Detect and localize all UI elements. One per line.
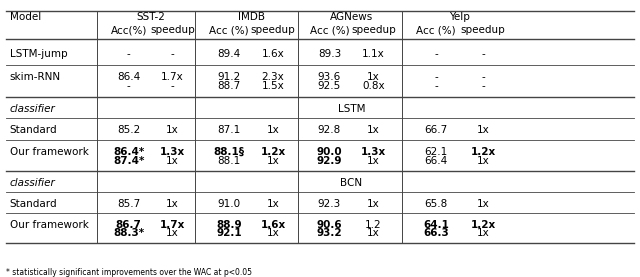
Text: 88.9: 88.9 <box>216 220 242 230</box>
Text: Standard: Standard <box>10 199 57 209</box>
Text: classifier: classifier <box>10 178 55 188</box>
Text: 1x: 1x <box>166 229 179 238</box>
Text: 64.1: 64.1 <box>423 220 449 230</box>
Text: * statistically significant improvements over the WAC at p<0.05: * statistically significant improvements… <box>6 268 252 277</box>
Text: -: - <box>434 72 438 82</box>
Text: Acc (%): Acc (%) <box>416 25 456 35</box>
Text: 1x: 1x <box>166 125 179 135</box>
Text: 1.5x: 1.5x <box>262 81 284 91</box>
Text: 1x: 1x <box>166 199 179 209</box>
Text: 1.2x: 1.2x <box>470 220 496 230</box>
Text: Acc (%): Acc (%) <box>209 25 249 35</box>
Text: speedup: speedup <box>351 25 396 35</box>
Text: Standard: Standard <box>10 125 57 135</box>
Text: 2.3x: 2.3x <box>262 72 284 82</box>
Text: 93.2: 93.2 <box>317 229 342 238</box>
Text: 1x: 1x <box>267 229 279 238</box>
Text: 1.3x: 1.3x <box>160 147 185 157</box>
Text: AGNews: AGNews <box>330 12 373 22</box>
Text: -: - <box>481 72 485 82</box>
Text: 92.5: 92.5 <box>318 81 341 91</box>
Text: 89.4: 89.4 <box>218 49 241 59</box>
Text: 1x: 1x <box>477 199 490 209</box>
Text: 92.3: 92.3 <box>318 199 341 209</box>
Text: 88.7: 88.7 <box>218 81 241 91</box>
Text: SST-2: SST-2 <box>136 12 165 22</box>
Text: -: - <box>481 81 485 91</box>
Text: 86.4: 86.4 <box>117 72 140 82</box>
Text: Acc(%): Acc(%) <box>111 25 147 35</box>
Text: 1x: 1x <box>367 229 380 238</box>
Text: Yelp: Yelp <box>449 12 470 22</box>
Text: 1x: 1x <box>267 156 279 166</box>
Text: 1x: 1x <box>477 156 490 166</box>
Text: 1.7x: 1.7x <box>160 220 186 230</box>
Text: speedup: speedup <box>150 25 195 35</box>
Text: 1.7x: 1.7x <box>161 72 184 82</box>
Text: 1.2x: 1.2x <box>470 147 496 157</box>
Text: LSTM: LSTM <box>338 104 365 114</box>
Text: Model: Model <box>10 12 41 22</box>
Text: 1x: 1x <box>367 156 380 166</box>
Text: 1.6x: 1.6x <box>262 49 284 59</box>
Text: 1.2x: 1.2x <box>260 147 285 157</box>
Text: 1.3x: 1.3x <box>361 147 386 157</box>
Text: -: - <box>171 81 175 91</box>
Text: speedup: speedup <box>461 25 506 35</box>
Text: 92.9: 92.9 <box>317 156 342 166</box>
Text: 1.2: 1.2 <box>365 220 381 230</box>
Text: 85.2: 85.2 <box>117 125 140 135</box>
Text: Our framework: Our framework <box>10 147 88 157</box>
Text: skim-RNN: skim-RNN <box>10 72 61 82</box>
Text: 86.7: 86.7 <box>116 220 141 230</box>
Text: -: - <box>434 49 438 59</box>
Text: 1x: 1x <box>166 156 179 166</box>
Text: 91.2: 91.2 <box>218 72 241 82</box>
Text: 65.8: 65.8 <box>424 199 447 209</box>
Text: -: - <box>127 49 131 59</box>
Text: 92.1: 92.1 <box>216 229 242 238</box>
Text: 92.8: 92.8 <box>318 125 341 135</box>
Text: IMDB: IMDB <box>237 12 264 22</box>
Text: 93.6: 93.6 <box>318 72 341 82</box>
Text: 88.3*: 88.3* <box>113 229 144 238</box>
Text: 66.4: 66.4 <box>424 156 447 166</box>
Text: Acc (%): Acc (%) <box>310 25 349 35</box>
Text: speedup: speedup <box>251 25 295 35</box>
Text: 1x: 1x <box>267 125 279 135</box>
Text: 1x: 1x <box>267 199 279 209</box>
Text: -: - <box>171 49 175 59</box>
Text: 1x: 1x <box>367 125 380 135</box>
Text: BCN: BCN <box>340 178 362 188</box>
Text: 1x: 1x <box>367 199 380 209</box>
Text: 90.6: 90.6 <box>317 220 342 230</box>
Text: 62.1: 62.1 <box>424 147 447 157</box>
Text: 66.3: 66.3 <box>423 229 449 238</box>
Text: 1.6x: 1.6x <box>260 220 285 230</box>
Text: 1x: 1x <box>477 229 490 238</box>
Text: 87.1: 87.1 <box>218 125 241 135</box>
Text: 87.4*: 87.4* <box>113 156 145 166</box>
Text: 88.1§: 88.1§ <box>214 147 244 157</box>
Text: 89.3: 89.3 <box>318 49 341 59</box>
Text: 88.1: 88.1 <box>218 156 241 166</box>
Text: 91.0: 91.0 <box>218 199 241 209</box>
Text: -: - <box>434 81 438 91</box>
Text: 86.4*: 86.4* <box>113 147 145 157</box>
Text: Our framework: Our framework <box>10 220 88 230</box>
Text: -: - <box>481 49 485 59</box>
Text: classifier: classifier <box>10 104 55 114</box>
Text: 1.1x: 1.1x <box>362 49 385 59</box>
Text: 0.8x: 0.8x <box>362 81 385 91</box>
Text: 85.7: 85.7 <box>117 199 140 209</box>
Text: LSTM-jump: LSTM-jump <box>10 49 67 59</box>
Text: -: - <box>127 81 131 91</box>
Text: 90.0: 90.0 <box>317 147 342 157</box>
Text: 1x: 1x <box>477 125 490 135</box>
Text: 1x: 1x <box>367 72 380 82</box>
Text: 66.7: 66.7 <box>424 125 447 135</box>
